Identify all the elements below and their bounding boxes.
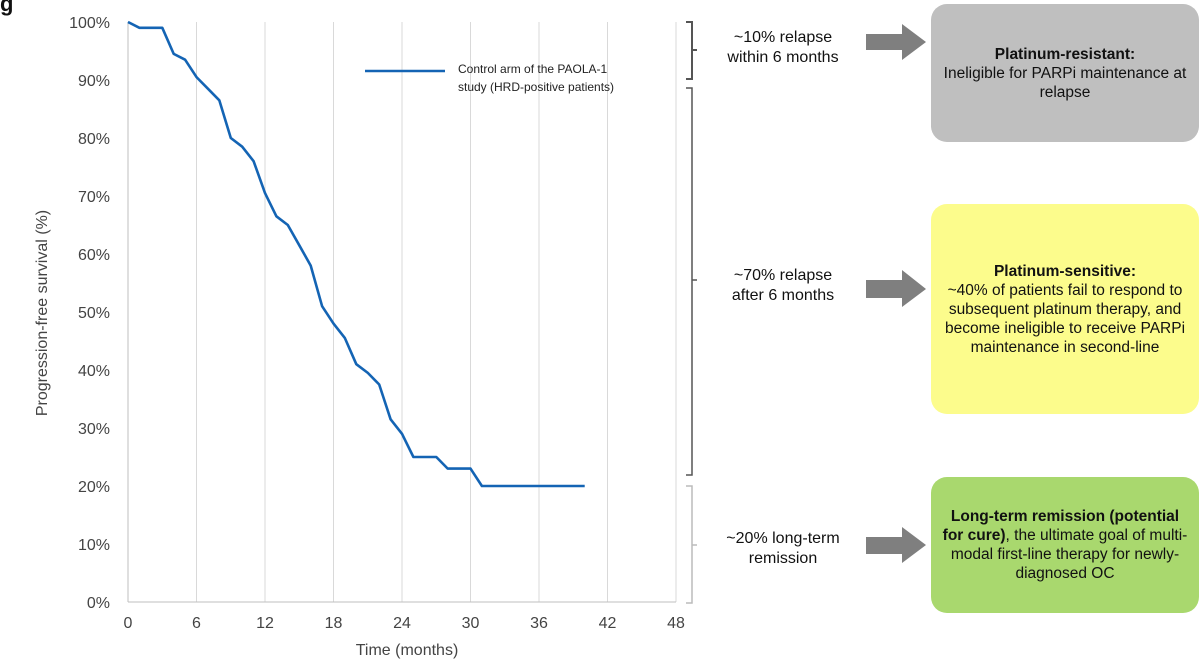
y-tick-label: 80% (78, 131, 110, 148)
group-label-late-relapse: ~70% relapse after 6 months (731, 267, 835, 304)
x-tick-label: 0 (124, 615, 133, 632)
group-label-remission: ~20% long-term remission (726, 530, 840, 567)
y-tick-label: 90% (78, 73, 110, 90)
figure-title: g (0, 0, 14, 16)
x-tick-label: 48 (667, 615, 685, 632)
outcome-box-platinum-sensitive: Platinum-sensitive: ~40% of patients fai… (931, 204, 1199, 414)
x-tick-label: 24 (393, 615, 411, 632)
axes (127, 22, 676, 603)
y-tick-label: 0% (87, 595, 110, 612)
x-tick-label: 30 (462, 615, 480, 632)
y-tick-label: 70% (78, 189, 110, 206)
y-tick-labels: 0% 10% 20% 30% 40% 50% 60% 70% 80% 90% 100% (69, 15, 110, 612)
legend-label-line-2: study (HRD-positive patients) (458, 80, 614, 94)
outcome-text: , the ultimate goal of multi-modal first… (950, 527, 1188, 582)
series-line-control-arm (127, 20, 585, 488)
arrow-icon (866, 24, 926, 60)
outcome-text: ~40% of patients fail to respond to subs… (944, 281, 1186, 356)
bracket-remission (686, 485, 697, 604)
outcome-box-long-term-remission: Long-term remission (potential for cure)… (931, 477, 1199, 613)
outcome-text: Ineligible for PARPi maintenance at rela… (943, 64, 1187, 101)
grid-lines (196, 22, 677, 602)
x-tick-labels: 0 6 12 18 24 30 36 42 48 (124, 615, 685, 632)
y-tick-label: 10% (78, 537, 110, 554)
x-axis-title: Time (months) (356, 642, 459, 659)
arrow-icon (866, 527, 926, 563)
outcome-box-platinum-resistant: Platinum-resistant: Ineligible for PARPi… (931, 4, 1199, 142)
y-tick-label: 50% (78, 305, 110, 322)
y-axis-title: Progression-free survival (%) (34, 210, 51, 416)
outcome-title: Platinum-sensitive: (993, 262, 1137, 280)
outcome-title: Platinum-resistant: (994, 45, 1136, 63)
legend: Control arm of the PAOLA-1 study (HRD-po… (365, 62, 614, 94)
y-tick-label: 20% (78, 479, 110, 496)
x-tick-label: 42 (599, 615, 617, 632)
y-tick-label: 30% (78, 421, 110, 438)
y-tick-label: 100% (69, 15, 110, 32)
outcome-title: Long-term remission (potential for cure) (942, 508, 1180, 544)
arrow-icon (866, 270, 926, 307)
x-tick-label: 6 (192, 615, 201, 632)
group-label-early-relapse: ~10% relapse within 6 months (727, 29, 839, 66)
x-tick-label: 18 (325, 615, 343, 632)
bracket-late-relapse (686, 87, 697, 476)
x-tick-label: 36 (530, 615, 548, 632)
y-tick-label: 60% (78, 247, 110, 264)
y-tick-label: 40% (78, 363, 110, 380)
x-tick-label: 12 (256, 615, 274, 632)
bracket-early-relapse (686, 21, 697, 80)
legend-label-line-1: Control arm of the PAOLA-1 (458, 62, 608, 76)
